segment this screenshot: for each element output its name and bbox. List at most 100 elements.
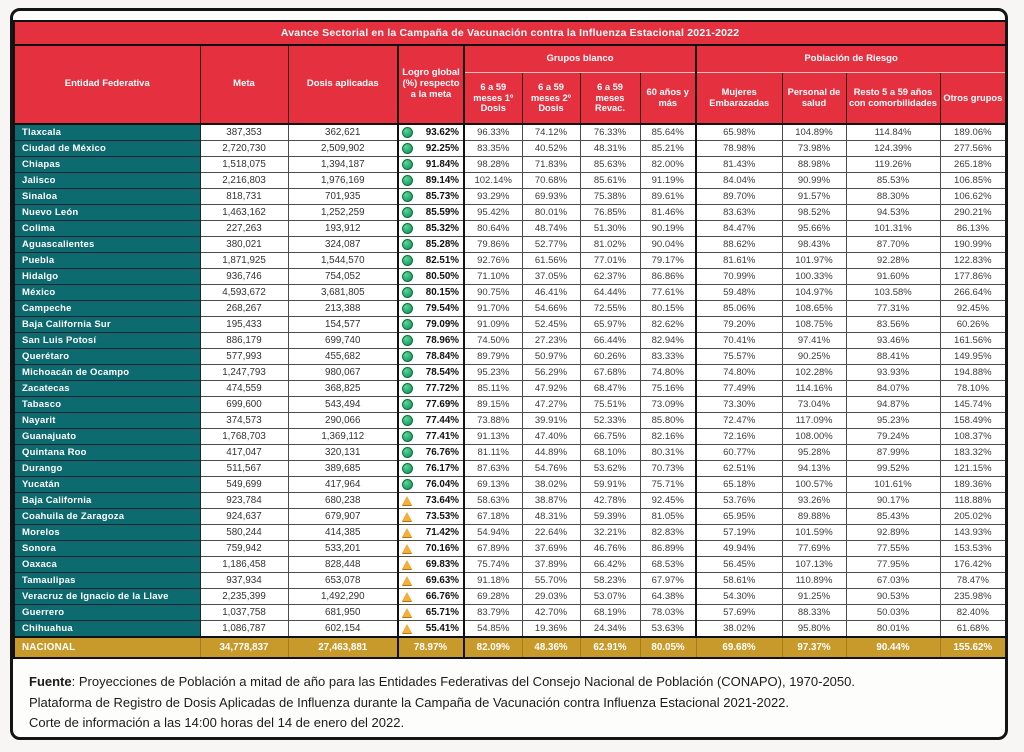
pct-value-5: 89.88% — [781, 508, 847, 525]
pct-value-1: 40.52% — [521, 140, 581, 157]
meta-value: 1,037,758 — [199, 604, 289, 621]
meta-value: 2,235,399 — [199, 588, 289, 605]
pct-value-1: 50.97% — [521, 348, 581, 365]
pct-value-6: 90.44% — [845, 636, 941, 659]
green-circle-icon — [402, 383, 413, 394]
logro-value: 80.15% — [425, 287, 459, 298]
table-row: Hidalgo 936,746 754,052 80.50% 71.10% 37.05% 6… — [13, 268, 1005, 285]
logro-value: 77.41% — [425, 431, 459, 442]
logro-cell: 76.04% — [397, 476, 465, 493]
pct-value-6: 92.89% — [845, 524, 941, 541]
logro-value: 91.84% — [425, 159, 459, 170]
pct-value-6: 92.28% — [845, 252, 941, 269]
pct-value-4: 38.02% — [695, 620, 783, 638]
pct-value-0: 83.35% — [463, 140, 523, 157]
pct-value-3: 91.19% — [639, 172, 697, 189]
title-row: Avance Sectorial en la Campaña de Vacuna… — [13, 20, 1005, 46]
col-header-dosis: Dosis aplicadas — [287, 44, 399, 125]
pct-value-3: 73.09% — [639, 396, 697, 413]
meta-value: 1,247,793 — [199, 364, 289, 381]
pct-value-3: 81.05% — [639, 508, 697, 525]
pct-value-6: 114.84% — [845, 123, 941, 141]
state-name: Morelos — [13, 524, 201, 541]
table-row: Veracruz de Ignacio de la Llave 2,235,399… — [13, 588, 1005, 605]
pct-value-5: 97.37% — [781, 636, 847, 659]
pct-value-0: 95.42% — [463, 204, 523, 221]
pct-value-2: 32.21% — [579, 524, 641, 541]
logro-cell: 77.69% — [397, 396, 465, 413]
table-row: Michoacán de Ocampo 1,247,793 980,067 78.54… — [13, 364, 1005, 381]
table-row: Ciudad de México 2,720,730 2,509,902 92.25%… — [13, 140, 1005, 157]
pct-value-0: 93.29% — [463, 188, 523, 205]
logro-cell: 76.17% — [397, 460, 465, 477]
source-label: Fuente — [29, 674, 72, 689]
meta-value: 1,186,458 — [199, 556, 289, 573]
logro-cell: 73.64% — [397, 492, 465, 509]
yellow-triangle-icon — [402, 496, 412, 505]
source-text-1: : Proyecciones de Población a mitad de a… — [71, 674, 855, 689]
green-circle-icon — [402, 223, 413, 234]
col-group-poblacion-riesgo: Población de Riesgo — [695, 44, 1005, 73]
pct-value-4: 49.94% — [695, 540, 783, 557]
pct-value-0: 92.76% — [463, 252, 523, 269]
dosis-value: 1,252,259 — [287, 204, 399, 221]
dosis-value: 1,976,169 — [287, 172, 399, 189]
pct-value-3: 92.45% — [639, 492, 697, 509]
pct-value-6: 119.26% — [845, 156, 941, 173]
pct-value-1: 69.93% — [521, 188, 581, 205]
report-frame: Avance Sectorial en la Campaña de Vacuna… — [10, 8, 1008, 740]
pct-value-6: 90.53% — [845, 588, 941, 605]
pct-value-6: 79.24% — [845, 428, 941, 445]
meta-value: 4,593,672 — [199, 284, 289, 301]
pct-value-5: 77.69% — [781, 540, 847, 557]
pct-value-3: 74.80% — [639, 364, 697, 381]
pct-value-0: 89.79% — [463, 348, 523, 365]
dosis-value: 701,935 — [287, 188, 399, 205]
logro-cell: 73.53% — [397, 508, 465, 525]
logro-value: 78.54% — [425, 367, 459, 378]
dosis-value: 1,492,290 — [287, 588, 399, 605]
pct-value-0: 98.28% — [463, 156, 523, 173]
pct-value-2: 51.30% — [579, 220, 641, 237]
state-name: Tabasco — [13, 396, 201, 413]
pct-value-5: 110.89% — [781, 572, 847, 589]
pct-value-7: 122.83% — [939, 252, 1005, 269]
pct-value-0: 79.86% — [463, 236, 523, 253]
green-circle-icon — [402, 127, 413, 138]
pct-value-1: 47.40% — [521, 428, 581, 445]
logro-value: 76.17% — [425, 463, 459, 474]
pct-value-7: 106.62% — [939, 188, 1005, 205]
pct-value-0: 69.28% — [463, 588, 523, 605]
meta-value: 1,871,925 — [199, 252, 289, 269]
dosis-value: 602,154 — [287, 620, 399, 638]
yellow-triangle-icon — [402, 592, 412, 601]
dosis-value: 754,052 — [287, 268, 399, 285]
dosis-value: 27,463,881 — [287, 636, 399, 659]
pct-value-1: 48.36% — [521, 636, 581, 659]
pct-value-1: 22.64% — [521, 524, 581, 541]
pct-value-0: 91.18% — [463, 572, 523, 589]
pct-value-5: 104.89% — [781, 123, 847, 141]
meta-value: 580,244 — [199, 524, 289, 541]
pct-value-7: 194.88% — [939, 364, 1005, 381]
pct-value-6: 88.41% — [845, 348, 941, 365]
green-circle-icon — [402, 399, 413, 410]
logro-value: 73.53% — [425, 511, 459, 522]
pct-value-6: 93.93% — [845, 364, 941, 381]
pct-value-2: 76.85% — [579, 204, 641, 221]
logro-cell: 80.50% — [397, 268, 465, 285]
pct-value-7: 106.85% — [939, 172, 1005, 189]
pct-value-0: 102.14% — [463, 172, 523, 189]
pct-value-3: 80.15% — [639, 300, 697, 317]
state-name: Ciudad de México — [13, 140, 201, 157]
pct-value-5: 104.97% — [781, 284, 847, 301]
dosis-value: 828,448 — [287, 556, 399, 573]
table-row: Quintana Roo 417,047 320,131 76.76% 81.11% 44… — [13, 444, 1005, 461]
pct-value-6: 101.31% — [845, 220, 941, 237]
pct-value-5: 98.52% — [781, 204, 847, 221]
logro-cell: 78.54% — [397, 364, 465, 381]
pct-value-4: 70.41% — [695, 332, 783, 349]
pct-value-6: 50.03% — [845, 604, 941, 621]
pct-value-0: 80.64% — [463, 220, 523, 237]
pct-value-0: 91.70% — [463, 300, 523, 317]
